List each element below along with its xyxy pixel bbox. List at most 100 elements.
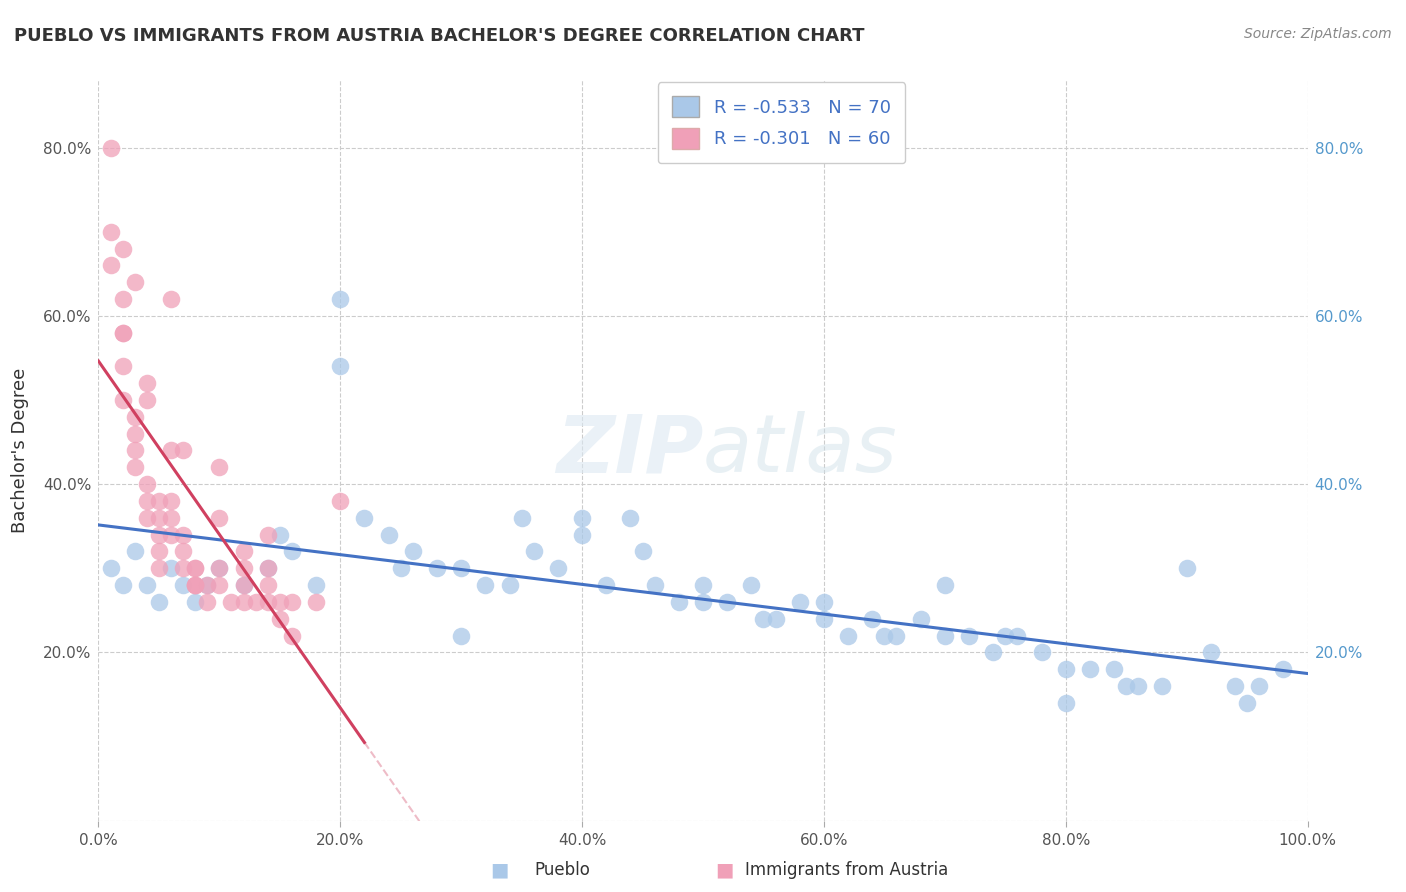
Y-axis label: Bachelor's Degree: Bachelor's Degree <box>11 368 30 533</box>
Point <box>426 561 449 575</box>
Text: Source: ZipAtlas.com: Source: ZipAtlas.com <box>1244 27 1392 41</box>
Point <box>1223 679 1246 693</box>
Point <box>232 561 254 575</box>
Point <box>256 561 278 575</box>
Point <box>1236 696 1258 710</box>
Point <box>160 443 183 458</box>
Point <box>981 645 1004 659</box>
Point <box>474 578 496 592</box>
Text: Immigrants from Austria: Immigrants from Austria <box>745 861 949 879</box>
Point <box>184 578 207 592</box>
Point <box>148 527 170 541</box>
Point <box>692 595 714 609</box>
Text: ■: ■ <box>714 860 734 880</box>
Point <box>619 510 641 524</box>
Point <box>148 561 170 575</box>
Text: ■: ■ <box>489 860 509 880</box>
Point <box>1115 679 1137 693</box>
Point <box>329 494 352 508</box>
Point <box>135 477 157 491</box>
Point <box>184 561 207 575</box>
Point <box>100 140 122 154</box>
Point <box>1175 561 1198 575</box>
Point <box>160 510 183 524</box>
Point <box>100 561 122 575</box>
Point <box>195 578 218 592</box>
Point <box>124 443 146 458</box>
Point <box>1152 679 1174 693</box>
Point <box>389 561 412 575</box>
Point <box>172 544 194 558</box>
Point <box>873 628 896 642</box>
Point <box>256 595 278 609</box>
Text: PUEBLO VS IMMIGRANTS FROM AUSTRIA BACHELOR'S DEGREE CORRELATION CHART: PUEBLO VS IMMIGRANTS FROM AUSTRIA BACHEL… <box>14 27 865 45</box>
Point <box>135 510 157 524</box>
Point <box>1272 662 1295 676</box>
Text: atlas: atlas <box>703 411 898 490</box>
Point <box>172 527 194 541</box>
Point <box>994 628 1017 642</box>
Point <box>232 595 254 609</box>
Point <box>232 578 254 592</box>
Point <box>111 292 134 306</box>
Point <box>631 544 654 558</box>
Point <box>184 578 207 592</box>
Point <box>571 510 593 524</box>
Point <box>740 578 762 592</box>
Point <box>148 544 170 558</box>
Point <box>934 628 956 642</box>
Point <box>498 578 520 592</box>
Point <box>172 443 194 458</box>
Point <box>305 595 328 609</box>
Point <box>269 595 291 609</box>
Point <box>135 376 157 391</box>
Point <box>172 578 194 592</box>
Point <box>547 561 569 575</box>
Point <box>281 595 304 609</box>
Point <box>789 595 811 609</box>
Point <box>160 527 183 541</box>
Point <box>813 612 835 626</box>
Point <box>111 359 134 374</box>
Point <box>305 578 328 592</box>
Point <box>184 595 207 609</box>
Point <box>256 561 278 575</box>
Point <box>281 544 304 558</box>
Point <box>886 628 908 642</box>
Point <box>692 578 714 592</box>
Point <box>100 225 122 239</box>
Legend: R = -0.533   N = 70, R = -0.301   N = 60: R = -0.533 N = 70, R = -0.301 N = 60 <box>658 82 905 163</box>
Point <box>100 258 122 272</box>
Point <box>172 561 194 575</box>
Point <box>124 460 146 475</box>
Point <box>752 612 775 626</box>
Point <box>1249 679 1271 693</box>
Point <box>377 527 399 541</box>
Point <box>184 578 207 592</box>
Point <box>245 595 267 609</box>
Point <box>135 392 157 407</box>
Point <box>1102 662 1125 676</box>
Point <box>1199 645 1222 659</box>
Point <box>837 628 859 642</box>
Point <box>124 275 146 289</box>
Point <box>329 359 352 374</box>
Point <box>1078 662 1101 676</box>
Point <box>523 544 546 558</box>
Point <box>1054 662 1077 676</box>
Point <box>1128 679 1150 693</box>
Point <box>957 628 980 642</box>
Point <box>910 612 932 626</box>
Point <box>208 578 231 592</box>
Point <box>402 544 425 558</box>
Point <box>195 578 218 592</box>
Point <box>232 544 254 558</box>
Point <box>232 578 254 592</box>
Point <box>281 628 304 642</box>
Point <box>765 612 787 626</box>
Point <box>668 595 690 609</box>
Point <box>111 326 134 340</box>
Point <box>160 494 183 508</box>
Point <box>208 510 231 524</box>
Point <box>450 561 472 575</box>
